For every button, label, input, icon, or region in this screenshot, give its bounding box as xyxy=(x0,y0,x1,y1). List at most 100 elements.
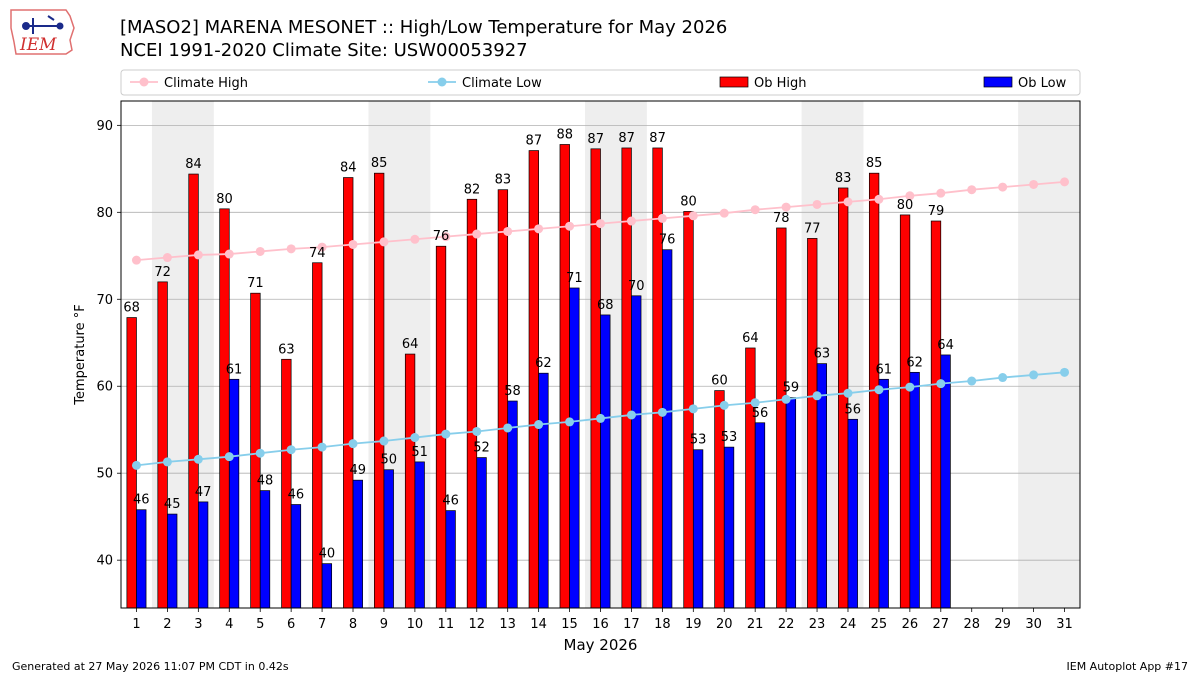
climate-high-point xyxy=(565,221,575,231)
x-tick-label: 27 xyxy=(933,617,950,632)
ob-high-label: 78 xyxy=(773,211,790,226)
ob-high-label: 84 xyxy=(340,161,357,176)
ob-low-bar xyxy=(136,509,147,609)
climate-high-point xyxy=(1029,179,1039,189)
climate-low-point xyxy=(534,420,544,430)
climate-high-point xyxy=(843,197,853,207)
ob-low-label: 46 xyxy=(442,494,459,509)
ob-low-bar xyxy=(445,510,456,609)
ob-low-label: 61 xyxy=(875,362,892,377)
climate-high-point xyxy=(1060,177,1070,187)
climate-high-point xyxy=(441,232,451,242)
x-axis-label: May 2026 xyxy=(564,636,638,654)
ob-high-label: 68 xyxy=(123,301,140,316)
ob-high-label: 87 xyxy=(587,132,604,147)
climate-low-point xyxy=(967,376,977,386)
ob-high-bar xyxy=(559,144,570,609)
legend-ob-low-label: Ob Low xyxy=(1018,76,1067,91)
x-tick-label: 22 xyxy=(778,617,795,632)
ob-high-bar xyxy=(188,173,199,609)
ob-high-label: 76 xyxy=(433,229,450,244)
ob-low-label: 56 xyxy=(752,406,769,421)
x-tick-label: 4 xyxy=(225,617,233,632)
climate-high-point xyxy=(317,242,327,252)
ob-high-label: 85 xyxy=(866,156,883,171)
ob-low-label: 64 xyxy=(937,338,954,353)
x-tick-label: 11 xyxy=(438,617,455,632)
climate-low-point xyxy=(193,454,203,464)
climate-high-point xyxy=(472,229,482,239)
ob-high-bar xyxy=(404,353,416,609)
generated-timestamp: Generated at 27 May 2026 11:07 PM CDT in… xyxy=(12,660,289,673)
x-tick-label: 25 xyxy=(871,617,888,632)
ob-high-label: 87 xyxy=(618,131,635,146)
x-tick-label: 13 xyxy=(499,617,516,632)
ob-low-label: 71 xyxy=(566,271,583,286)
climate-low-point xyxy=(472,426,482,436)
legend-ob-high-swatch xyxy=(719,76,749,88)
ob-low-label: 52 xyxy=(473,441,490,456)
ob-low-bar xyxy=(940,354,951,609)
climate-low-point xyxy=(348,439,358,449)
climate-low-point xyxy=(565,417,575,427)
ob-low-label: 47 xyxy=(195,485,212,500)
climate-high-point xyxy=(750,205,760,215)
x-tick-label: 29 xyxy=(994,617,1011,632)
climate-low-point xyxy=(781,394,791,404)
ob-high-label: 83 xyxy=(495,173,512,188)
climate-low-point xyxy=(224,452,234,462)
climate-high-point xyxy=(503,226,513,236)
climate-low-point xyxy=(719,400,729,410)
ob-high-bar xyxy=(435,245,447,609)
ob-low-label: 70 xyxy=(628,279,645,294)
ob-high-bar xyxy=(745,347,756,609)
climate-low-point xyxy=(596,413,605,423)
x-tick-label: 1 xyxy=(132,617,140,632)
climate-high-point xyxy=(626,216,636,226)
ob-high-bar xyxy=(528,150,539,609)
legend-climate-high-marker xyxy=(139,77,149,87)
x-tick-label: 15 xyxy=(561,617,578,632)
climate-high-point xyxy=(812,199,822,209)
weather-station-icon xyxy=(22,15,64,34)
ob-high-label: 88 xyxy=(556,127,573,142)
ob-high-label: 82 xyxy=(464,182,481,197)
climate-low-point xyxy=(503,423,513,433)
x-tick-label: 16 xyxy=(592,617,609,632)
climate-high-point xyxy=(193,250,203,260)
ob-high-label: 60 xyxy=(711,374,728,389)
ob-low-label: 45 xyxy=(164,497,181,512)
climate-high-point xyxy=(657,213,667,223)
ob-high-bar xyxy=(281,358,292,609)
climate-high-point xyxy=(998,182,1008,192)
x-tick-label: 10 xyxy=(407,617,424,632)
ob-low-label: 51 xyxy=(411,445,428,460)
x-tick-label: 17 xyxy=(623,617,640,632)
climate-low-point xyxy=(874,385,884,395)
y-tick-label: 70 xyxy=(96,293,113,308)
ob-low-bar xyxy=(290,504,302,609)
climate-high-point xyxy=(874,194,884,204)
iowa-outline-icon xyxy=(10,9,75,55)
ob-low-bar xyxy=(909,371,920,609)
ob-high-label: 85 xyxy=(371,156,388,171)
legend-climate-low-label: Climate Low xyxy=(462,76,542,91)
ob-low-bar xyxy=(662,249,673,609)
legend-climate-high-label: Climate High xyxy=(164,76,248,91)
climate-high-point xyxy=(905,191,915,201)
ob-high-label: 71 xyxy=(247,276,264,291)
climate-high-point xyxy=(967,185,977,195)
ob-low-bar xyxy=(878,378,889,609)
x-tick-label: 21 xyxy=(747,617,764,632)
ob-low-label: 46 xyxy=(133,493,150,508)
climate-high-point xyxy=(162,253,172,263)
climate-high-point xyxy=(379,237,389,247)
climate-high-point xyxy=(224,249,234,259)
climate-low-point xyxy=(843,388,853,398)
climate-high-point xyxy=(286,244,296,254)
ob-low-label: 76 xyxy=(659,233,676,248)
ob-high-bar xyxy=(466,198,478,609)
ob-low-label: 40 xyxy=(319,547,336,562)
ob-low-bar xyxy=(847,418,858,609)
